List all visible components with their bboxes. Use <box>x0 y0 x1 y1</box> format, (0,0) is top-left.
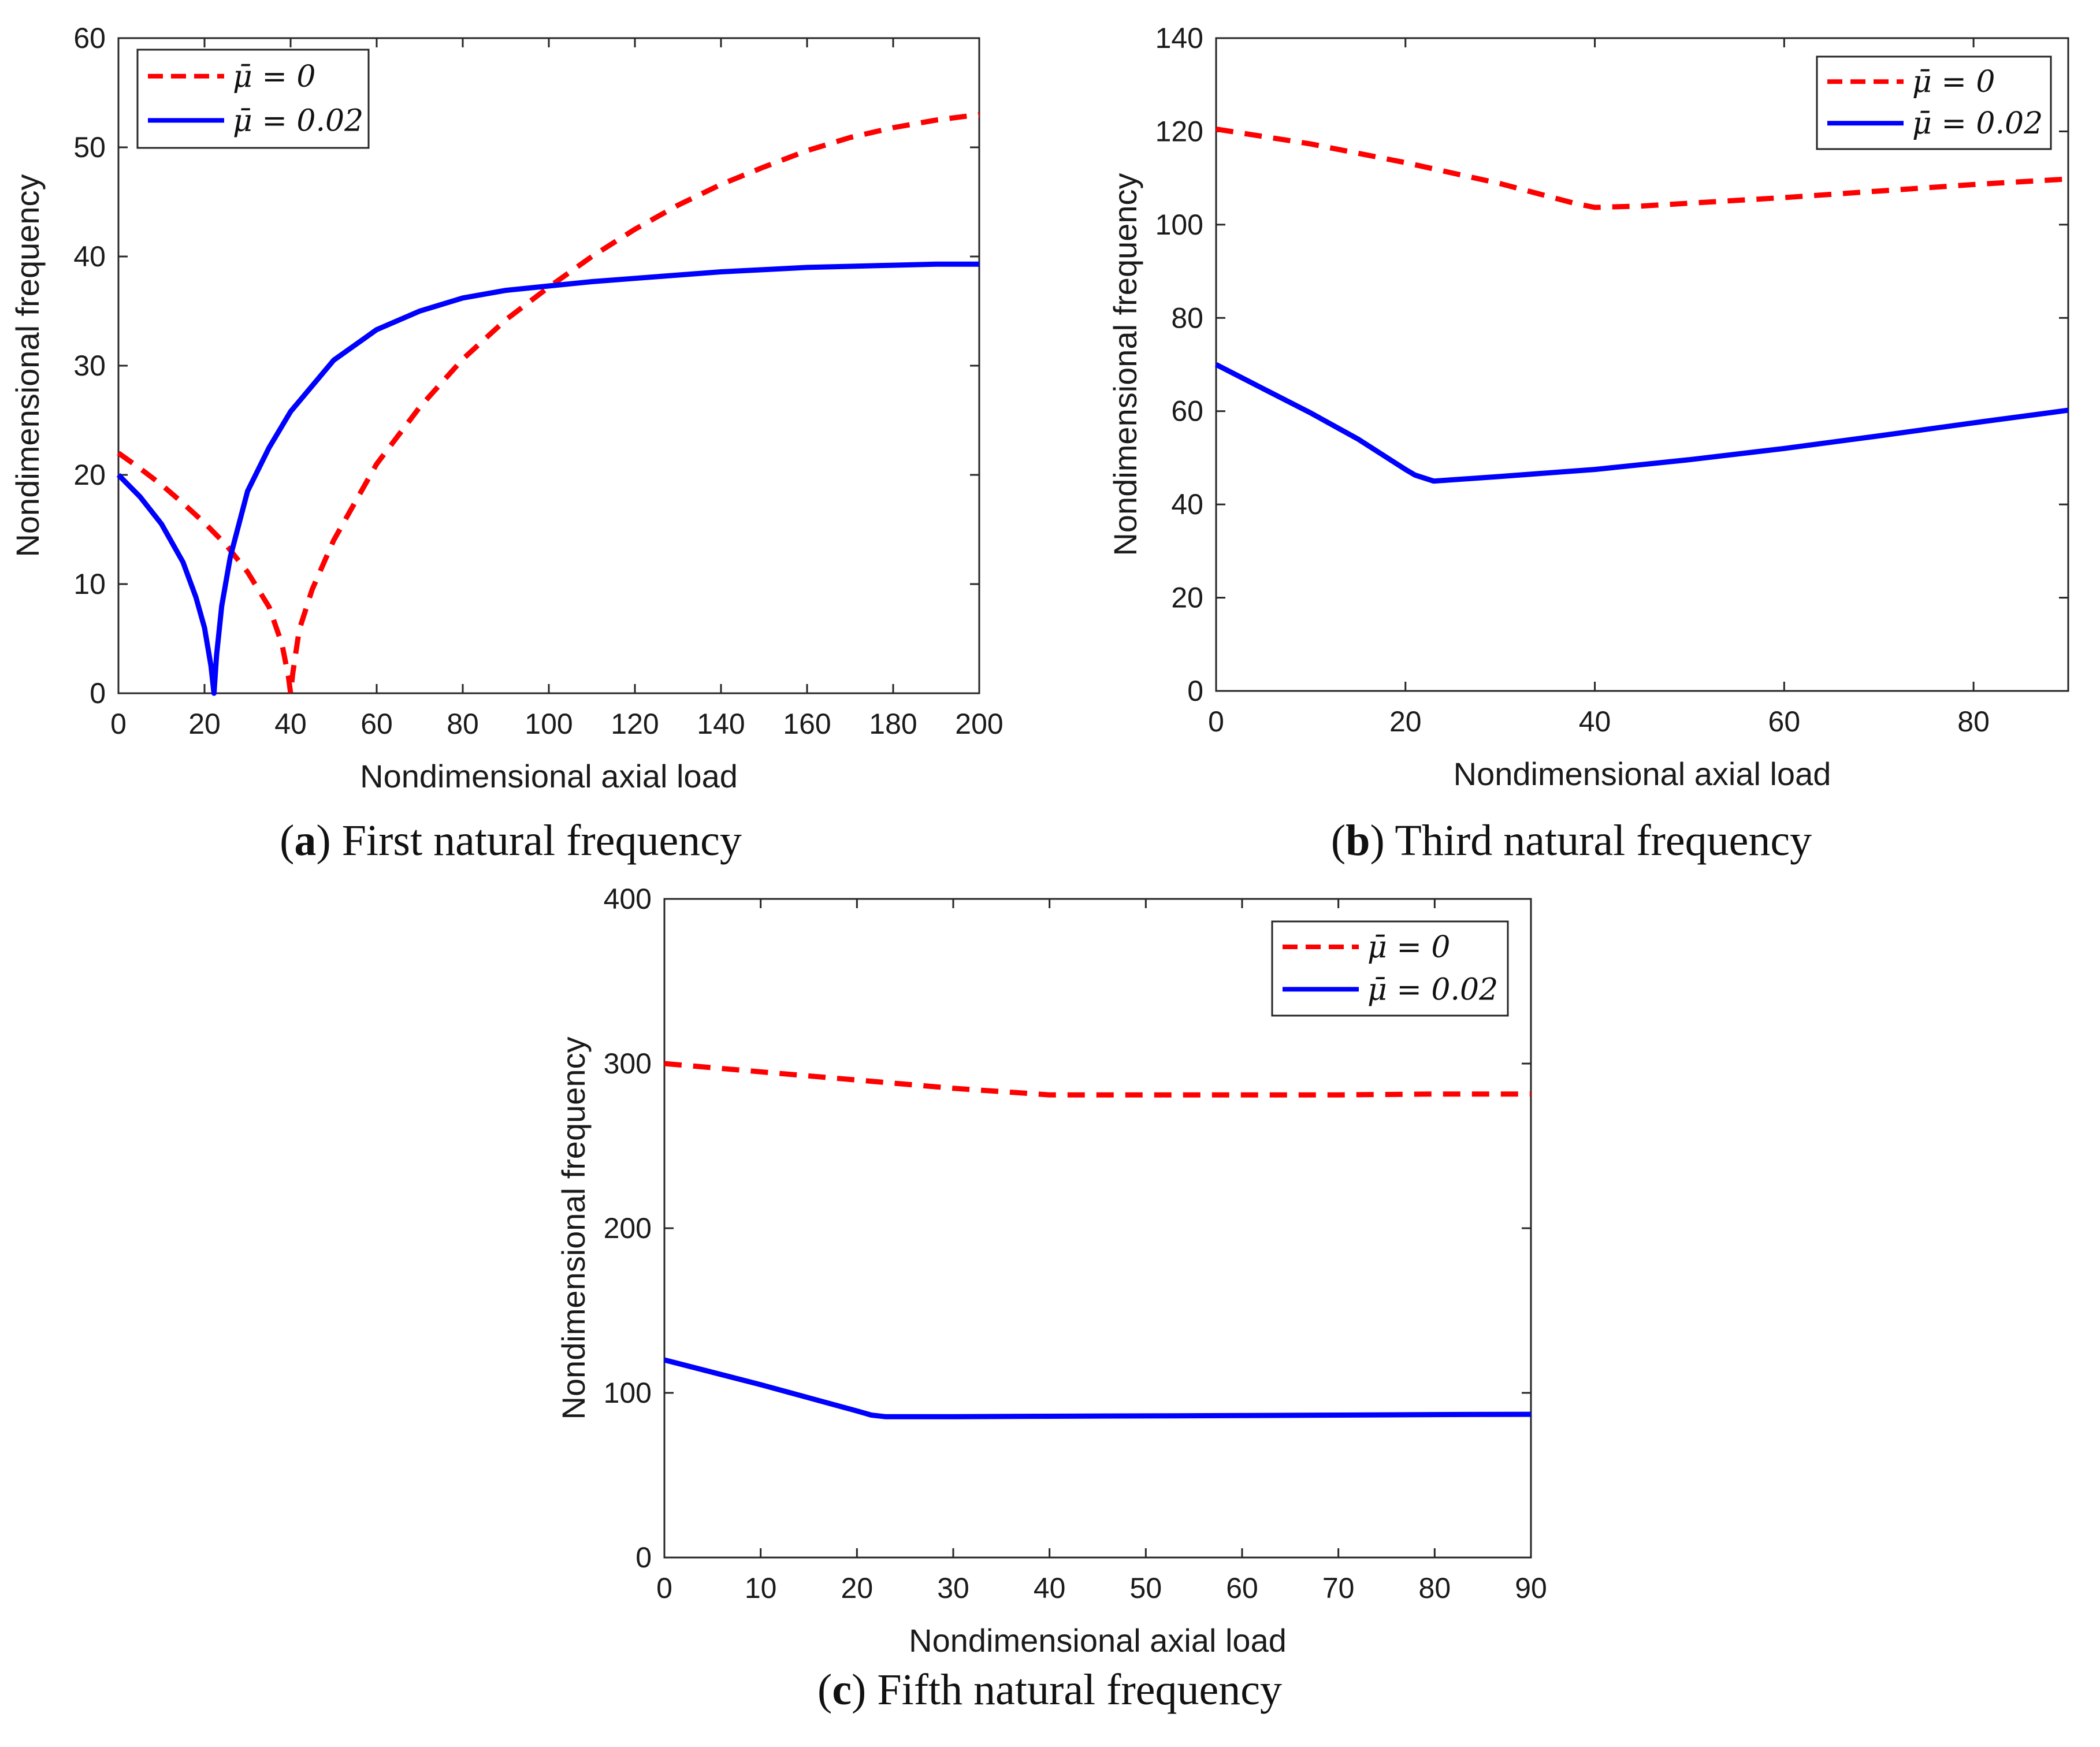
caption-text-a: First natural frequency <box>342 816 742 865</box>
chart-panel-b: 0 20 40 60 80 0 20 40 60 80 100 120 140 Nondimension… <box>1107 22 2069 865</box>
legend-box-a <box>136 49 370 149</box>
x-tick-label: 10 <box>745 1572 777 1604</box>
y-tick-label: 0 <box>90 677 106 709</box>
x-tick-label: 40 <box>274 708 307 740</box>
y-tick-label: 60 <box>73 22 106 54</box>
series-line-mu002 <box>663 1357 1532 1419</box>
y-tick-label: 20 <box>1171 582 1203 614</box>
y-axis-label-b: Nondimensional frequency <box>1107 173 1143 556</box>
x-tick-label: 70 <box>1322 1572 1355 1604</box>
x-tick-label: 200 <box>955 708 1003 740</box>
x-tick-label: 80 <box>447 708 479 740</box>
x-tick-label: 100 <box>525 708 573 740</box>
y-tick-label: 140 <box>1155 22 1203 54</box>
ticks-a: 0 20 40 60 80 100 120 140 160 180 200 0 10 20 30 40 50 60 <box>73 22 1003 740</box>
series-a <box>116 111 980 696</box>
caption-letter-b: b <box>1346 816 1370 865</box>
y-tick-label: 100 <box>604 1377 652 1409</box>
x-axis-label-c: Nondimensional axial load <box>909 1622 1287 1659</box>
x-tick-label: 80 <box>1957 705 1990 738</box>
y-tick-label: 0 <box>635 1541 652 1574</box>
x-tick-label: 120 <box>611 708 659 740</box>
x-tick-label: 50 <box>1130 1572 1162 1604</box>
y-tick-label: 400 <box>604 883 652 915</box>
y-tick-label: 200 <box>604 1212 652 1244</box>
legend-label-mu002-b: μ̄ = 0.02 <box>1912 106 2043 141</box>
series-line-mu002 <box>116 261 979 696</box>
y-tick-label: 30 <box>73 350 106 382</box>
legend-a: μ̄ = 0 μ̄ = 0.02 <box>136 49 370 149</box>
legend-label-mu0-a: μ̄ = 0 <box>233 60 316 94</box>
y-tick-label: 100 <box>1155 209 1203 241</box>
x-tick-label: 90 <box>1515 1572 1547 1604</box>
x-axis-label-a: Nondimensional axial load <box>360 758 738 794</box>
series-line-mu0 <box>1216 126 2069 210</box>
y-tick-label: 40 <box>1171 488 1203 521</box>
y-tick-label: 40 <box>73 240 106 273</box>
x-tick-label: 40 <box>1034 1572 1066 1604</box>
series-line-mu0 <box>664 1061 1531 1098</box>
x-tick-label: 80 <box>1419 1572 1451 1604</box>
legend-label-mu0-c: μ̄ = 0 <box>1367 930 1451 965</box>
legend-box-c <box>1271 920 1509 1017</box>
ticks-c: 0 10 20 30 40 50 60 70 80 90 0 100 200 300 400 <box>604 883 1547 1604</box>
x-tick-label: 20 <box>1389 705 1422 738</box>
x-axis-label-b: Nondimensional axial load <box>1454 756 1831 792</box>
x-tick-label: 0 <box>1208 705 1224 738</box>
caption-b: (b) Third natural frequency <box>1331 816 1812 865</box>
x-tick-label: 180 <box>869 708 917 740</box>
legend-box-b <box>1816 55 2052 150</box>
x-tick-label: 60 <box>1768 705 1801 738</box>
y-tick-label: 80 <box>1171 302 1203 334</box>
caption-text-c: Fifth natural frequency <box>877 1666 1282 1714</box>
x-tick-label: 20 <box>188 708 221 740</box>
caption-a: (a) First natural frequency <box>280 816 742 865</box>
y-tick-label: 0 <box>1187 675 1203 707</box>
ticks-b: 0 20 40 60 80 0 20 40 60 80 100 120 140 <box>1155 22 2068 738</box>
series-line-mu002 <box>1214 362 2069 484</box>
x-tick-label: 160 <box>783 708 831 740</box>
x-tick-label: 20 <box>841 1572 874 1604</box>
y-axis-label-c: Nondimensional frequency <box>555 1036 592 1419</box>
y-tick-label: 20 <box>73 459 106 491</box>
legend-label-mu0-b: μ̄ = 0 <box>1912 65 1995 99</box>
caption-c: (c) Fifth natural frequency <box>817 1666 1282 1714</box>
legend-b: μ̄ = 0 μ̄ = 0.02 <box>1816 55 2052 150</box>
series-c <box>663 1061 1532 1419</box>
caption-letter-a: a <box>294 816 316 865</box>
legend-label-mu002-a: μ̄ = 0.02 <box>233 103 363 138</box>
y-tick-label: 50 <box>73 131 106 163</box>
x-tick-label: 60 <box>360 708 393 740</box>
series-line-mu0 <box>117 111 980 696</box>
series-b <box>1214 126 2069 484</box>
x-tick-label: 0 <box>110 708 127 740</box>
x-tick-label: 0 <box>656 1572 672 1604</box>
caption-text-b: Third natural frequency <box>1395 816 1812 865</box>
y-tick-label: 300 <box>604 1047 652 1080</box>
y-tick-label: 60 <box>1171 395 1203 428</box>
y-tick-label: 10 <box>73 568 106 600</box>
x-tick-label: 40 <box>1579 705 1611 738</box>
caption-letter-c: c <box>832 1666 852 1714</box>
x-tick-label: 30 <box>937 1572 969 1604</box>
legend-c: μ̄ = 0 μ̄ = 0.02 <box>1271 920 1509 1017</box>
x-tick-label: 60 <box>1226 1572 1258 1604</box>
x-tick-label: 140 <box>697 708 745 740</box>
y-tick-label: 120 <box>1155 115 1203 147</box>
chart-panel-c: 0 10 20 30 40 50 60 70 80 90 0 100 200 300 400 Nondime… <box>555 883 1547 1714</box>
legend-label-mu002-c: μ̄ = 0.02 <box>1367 972 1498 1007</box>
chart-panel-a: 0 20 40 60 80 100 120 140 160 180 200 0 10 20 30 40 50 60… <box>9 22 1003 865</box>
y-axis-label-a: Nondimensional frequency <box>9 174 46 557</box>
